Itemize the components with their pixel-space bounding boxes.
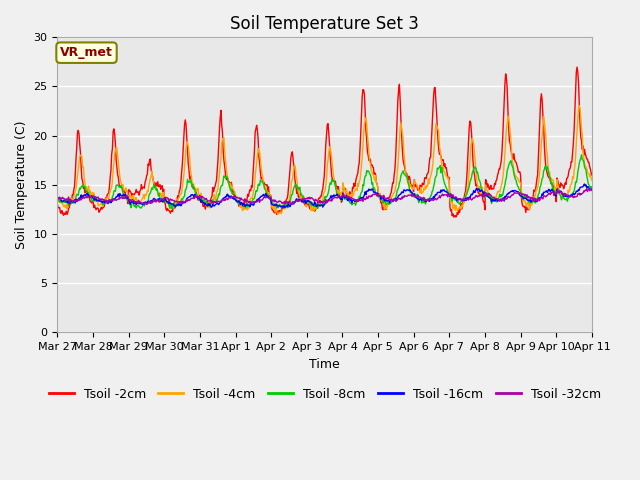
X-axis label: Time: Time	[309, 358, 340, 371]
Legend: Tsoil -2cm, Tsoil -4cm, Tsoil -8cm, Tsoil -16cm, Tsoil -32cm: Tsoil -2cm, Tsoil -4cm, Tsoil -8cm, Tsoi…	[44, 383, 605, 406]
Y-axis label: Soil Temperature (C): Soil Temperature (C)	[15, 120, 28, 249]
Title: Soil Temperature Set 3: Soil Temperature Set 3	[230, 15, 419, 33]
Text: VR_met: VR_met	[60, 46, 113, 59]
